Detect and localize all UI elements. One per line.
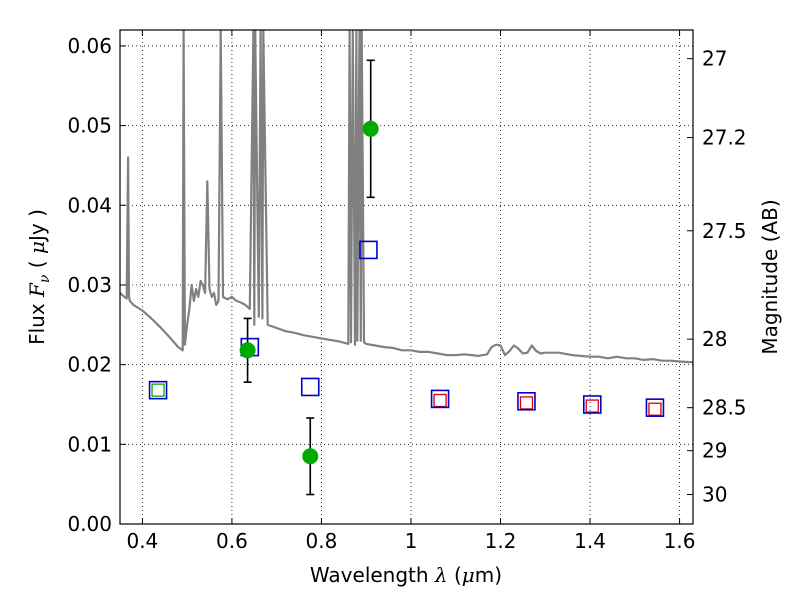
- x-axis-title: Wavelength λ (μm): [310, 563, 502, 587]
- model-photometry-square: [430, 389, 450, 409]
- y-axis-title: Flux Fν ( μJy ): [25, 209, 53, 345]
- model-photometry-square: [517, 391, 536, 411]
- y-tick-label: 0.01: [67, 432, 112, 456]
- detection-point: [302, 448, 319, 465]
- observed-photometry-square: [648, 402, 662, 416]
- model-photometry-square: [645, 398, 665, 417]
- model-photometry-square: [359, 240, 378, 260]
- sed-model-line: [120, 30, 693, 364]
- observed-photometry-square: [519, 396, 534, 410]
- model-photometry-square: [582, 395, 602, 414]
- x-tick-label: 0.6: [216, 529, 248, 553]
- y-tick-label: 0.02: [67, 353, 112, 377]
- axis-ticks: 0.4 0.6 0.8 1 1.2 1.4 1.6 0.00 0.01 0.02 0.03 0.04 0…: [67, 30, 747, 553]
- model-photometry-square: [148, 380, 168, 400]
- plot-area: [120, 30, 693, 496]
- y-tick-label: 0.00: [67, 512, 112, 536]
- mag-tick-label: 29: [702, 439, 727, 463]
- mag-tick-label: 27.2: [702, 126, 747, 150]
- x-tick-label: 0.8: [306, 529, 338, 553]
- observed-photometry-square: [585, 399, 599, 413]
- mag-tick-label: 30: [702, 483, 727, 507]
- x-tick-label: 1: [405, 529, 418, 553]
- observed-photometry-square: [151, 383, 165, 397]
- x-tick-label: 0.4: [126, 529, 158, 553]
- model-photometry-square: [300, 377, 320, 397]
- detection-point: [362, 120, 379, 137]
- x-tick-label: 1.6: [664, 529, 696, 553]
- y-tick-label: 0.06: [67, 34, 112, 58]
- plot-frame: [119, 29, 694, 525]
- x-tick-label: 1.2: [485, 529, 517, 553]
- y-tick-label: 0.03: [67, 273, 112, 297]
- observed-photometry-square: [433, 393, 447, 408]
- mag-tick-label: 27.5: [702, 219, 747, 243]
- y2-axis-title: Magnitude (AB): [758, 199, 782, 354]
- mag-tick-label: 28.5: [702, 396, 747, 420]
- detection-point: [239, 342, 256, 359]
- y-tick-label: 0.04: [67, 193, 112, 217]
- y-tick-label: 0.05: [67, 114, 112, 138]
- mag-tick-label: 27: [702, 47, 727, 71]
- mag-tick-label: 28: [702, 327, 727, 351]
- x-tick-label: 1.4: [574, 529, 606, 553]
